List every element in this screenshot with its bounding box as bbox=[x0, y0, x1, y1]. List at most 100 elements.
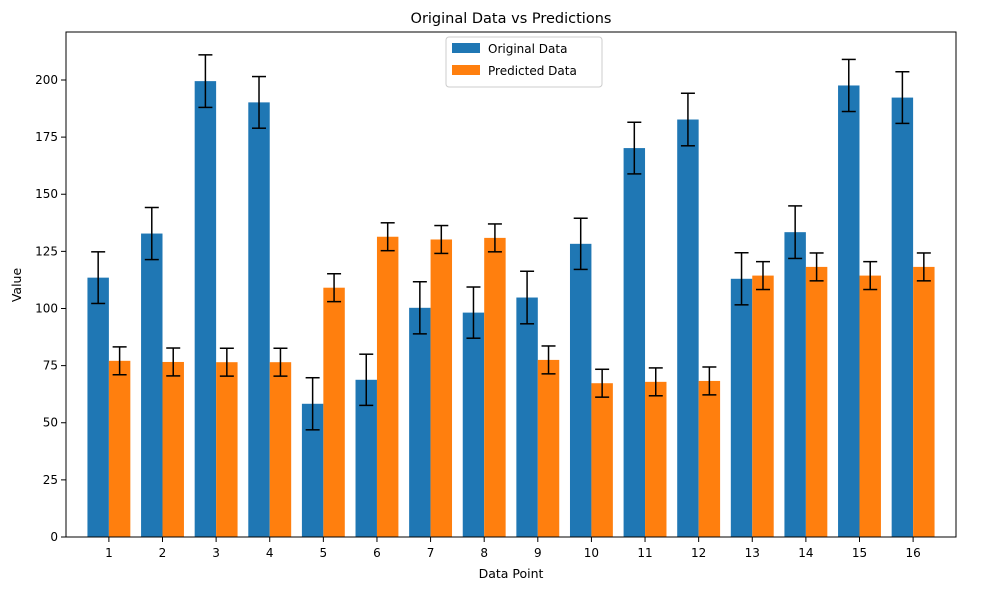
bar-original-7 bbox=[409, 307, 431, 537]
x-tick-label: 14 bbox=[798, 546, 813, 560]
bar-predicted-15 bbox=[859, 275, 881, 537]
x-tick-label: 12 bbox=[691, 546, 706, 560]
bar-original-10 bbox=[569, 243, 592, 537]
y-tick-label: 25 bbox=[43, 473, 58, 487]
error-bar-predicted-3 bbox=[219, 347, 234, 377]
bar-original-16 bbox=[891, 97, 914, 537]
error-bar-original-6 bbox=[359, 353, 374, 407]
bar-predicted-13 bbox=[752, 275, 774, 537]
error-bar-predicted-2 bbox=[166, 347, 181, 377]
bar-predicted-7 bbox=[430, 239, 453, 537]
bars-layer bbox=[87, 81, 935, 538]
error-bar-original-10 bbox=[573, 217, 588, 271]
error-bar-original-11 bbox=[627, 121, 642, 175]
error-bars-layer bbox=[91, 54, 931, 431]
x-axis-label: Data Point bbox=[479, 566, 544, 581]
error-bar-original-15 bbox=[841, 58, 856, 113]
x-tick-label: 9 bbox=[534, 546, 542, 560]
error-bar-predicted-8 bbox=[487, 223, 502, 253]
bar-predicted-6 bbox=[376, 236, 399, 538]
bar-original-5 bbox=[301, 403, 324, 537]
x-tick-label: 3 bbox=[212, 546, 220, 560]
x-tick-label: 1 bbox=[105, 546, 113, 560]
bar-predicted-14 bbox=[805, 266, 828, 537]
error-bar-predicted-16 bbox=[916, 252, 931, 282]
error-bar-original-16 bbox=[895, 71, 910, 125]
y-tick-label: 200 bbox=[35, 73, 58, 87]
bar-predicted-10 bbox=[591, 383, 613, 537]
y-tick-label: 50 bbox=[43, 416, 58, 430]
bar-original-14 bbox=[784, 232, 806, 538]
error-bar-original-14 bbox=[788, 205, 803, 260]
x-tick-label: 13 bbox=[745, 546, 760, 560]
y-tick-label: 100 bbox=[35, 301, 58, 315]
error-bar-predicted-14 bbox=[809, 252, 824, 282]
bar-original-12 bbox=[677, 119, 699, 537]
bar-original-9 bbox=[516, 297, 538, 537]
chart-title: Original Data vs Predictions bbox=[411, 11, 612, 27]
error-bar-predicted-9 bbox=[541, 345, 556, 375]
x-tick-label: 4 bbox=[266, 546, 274, 560]
x-tick-label: 8 bbox=[480, 546, 488, 560]
error-bar-predicted-1 bbox=[112, 346, 127, 376]
error-bar-predicted-15 bbox=[863, 260, 878, 291]
error-bar-original-12 bbox=[680, 92, 695, 147]
y-axis-label: Value bbox=[9, 268, 24, 303]
bar-original-11 bbox=[623, 148, 646, 537]
plot-frame bbox=[65, 31, 957, 538]
bar-predicted-12 bbox=[698, 380, 721, 537]
x-tick-label: 7 bbox=[427, 546, 435, 560]
error-bar-original-13 bbox=[734, 251, 749, 306]
legend-label-predicted: Predicted Data bbox=[488, 64, 577, 78]
legend-swatch-predicted bbox=[452, 65, 480, 75]
bar-predicted-5 bbox=[323, 287, 345, 537]
bar-predicted-9 bbox=[537, 359, 560, 537]
x-tick-label: 10 bbox=[584, 546, 599, 560]
x-tick-label: 2 bbox=[159, 546, 167, 560]
bar-original-15 bbox=[838, 85, 860, 538]
error-bar-predicted-5 bbox=[327, 273, 342, 303]
error-bar-predicted-12 bbox=[702, 366, 717, 396]
bar-predicted-11 bbox=[645, 381, 667, 537]
bar-predicted-8 bbox=[484, 237, 506, 537]
y-tick-label: 75 bbox=[43, 359, 58, 373]
bar-predicted-16 bbox=[913, 266, 935, 537]
bar-predicted-4 bbox=[269, 362, 292, 537]
error-bar-predicted-7 bbox=[434, 224, 449, 255]
error-bar-predicted-4 bbox=[273, 347, 288, 377]
bar-predicted-2 bbox=[162, 361, 184, 537]
bar-original-13 bbox=[730, 278, 753, 537]
y-tick-label: 0 bbox=[50, 530, 58, 544]
bar-original-2 bbox=[141, 233, 163, 538]
error-bar-original-7 bbox=[412, 281, 427, 335]
error-bar-original-2 bbox=[144, 206, 159, 261]
legend-swatch-original bbox=[452, 43, 480, 53]
bar-original-8 bbox=[462, 312, 485, 537]
error-bar-original-3 bbox=[198, 54, 213, 109]
legend: Original Data Predicted Data bbox=[445, 36, 603, 88]
bar-original-6 bbox=[355, 379, 377, 537]
error-bar-predicted-11 bbox=[648, 367, 663, 397]
error-bar-original-4 bbox=[252, 75, 267, 129]
error-bar-predicted-13 bbox=[755, 260, 770, 291]
legend-box bbox=[445, 36, 603, 88]
error-bar-original-5 bbox=[305, 376, 320, 431]
error-bar-original-9 bbox=[520, 270, 535, 325]
x-tick-label: 16 bbox=[905, 546, 920, 560]
x-tick-label: 6 bbox=[373, 546, 381, 560]
bar-predicted-1 bbox=[108, 360, 131, 537]
x-tick-label: 5 bbox=[320, 546, 328, 560]
error-bar-predicted-10 bbox=[595, 368, 610, 398]
error-bar-predicted-6 bbox=[380, 222, 395, 252]
x-tick-label: 11 bbox=[637, 546, 652, 560]
error-bar-original-8 bbox=[466, 286, 481, 339]
y-tick-label: 175 bbox=[35, 130, 58, 144]
bar-original-3 bbox=[194, 81, 217, 537]
bar-original-4 bbox=[248, 102, 270, 537]
bar-original-1 bbox=[87, 277, 109, 537]
y-tick-label: 125 bbox=[35, 244, 58, 258]
x-tick-label: 15 bbox=[852, 546, 867, 560]
legend-label-original: Original Data bbox=[488, 42, 567, 56]
